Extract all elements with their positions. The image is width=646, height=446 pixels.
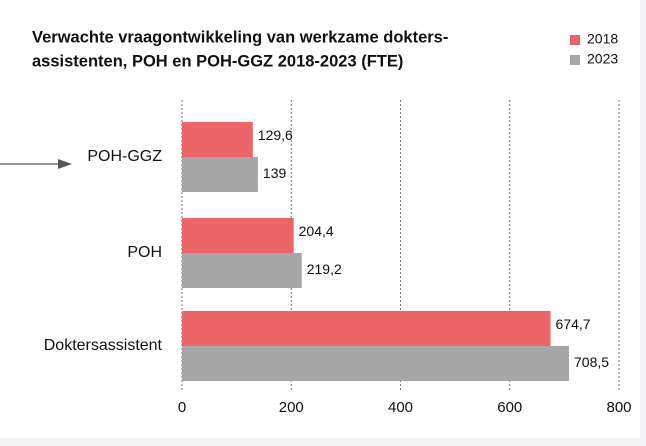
bar	[182, 311, 551, 346]
arrow-head	[58, 159, 72, 169]
value-label: 204,4	[299, 223, 334, 239]
value-label: 708,5	[574, 354, 609, 370]
chart-title: assistenten, POH en POH-GGZ 2018-2023 (F…	[32, 52, 403, 70]
x-tick-label: 800	[606, 399, 631, 416]
value-label: 674,7	[556, 316, 591, 332]
value-label: 219,2	[307, 261, 342, 277]
legend-label: 2018	[587, 31, 618, 47]
bar	[182, 346, 570, 381]
bar	[182, 218, 294, 253]
y-tick-label: Doktersassistent	[44, 337, 163, 354]
x-tick-label: 600	[497, 399, 522, 416]
legend-swatch	[570, 55, 580, 65]
value-label: 129,6	[258, 127, 293, 143]
x-tick-label: 400	[388, 399, 413, 416]
legend-label: 2023	[587, 51, 618, 67]
value-label: 139	[263, 165, 287, 181]
y-tick-label: POH	[127, 244, 162, 261]
chart-title: Verwachte vraagontwikkeling van werkzame…	[32, 28, 448, 46]
legend-swatch	[570, 35, 580, 45]
bar	[182, 122, 253, 157]
x-tick-label: 0	[178, 399, 186, 416]
y-tick-label: POH-GGZ	[87, 148, 162, 165]
x-tick-label: 200	[279, 399, 304, 416]
bar	[182, 157, 258, 192]
bar	[182, 253, 302, 288]
